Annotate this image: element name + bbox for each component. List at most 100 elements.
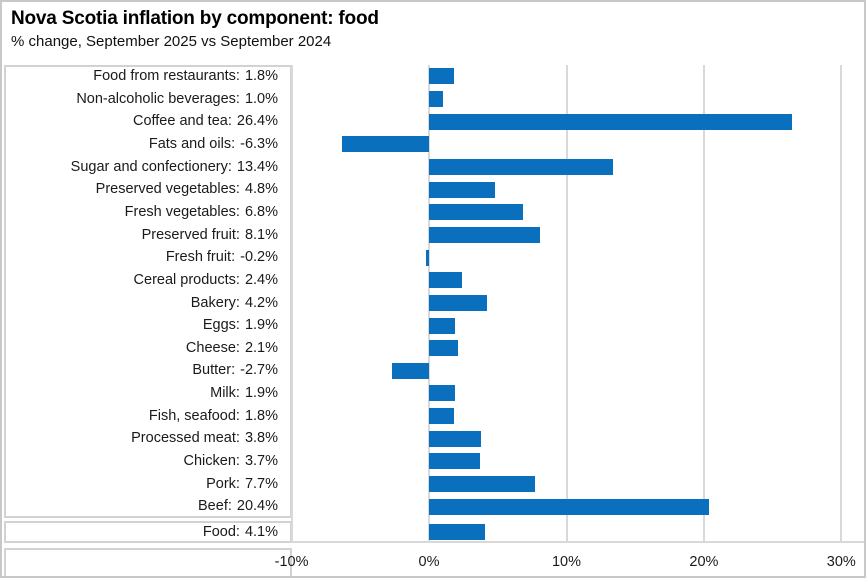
category-value: 3.8% bbox=[244, 430, 278, 447]
category-value: 1.0% bbox=[244, 90, 278, 107]
category-label: Beef: 20.4% bbox=[6, 495, 278, 518]
value-bar bbox=[429, 385, 456, 402]
value-bar bbox=[429, 181, 495, 198]
gridline-30% bbox=[840, 65, 843, 543]
gridline--10% bbox=[290, 65, 293, 543]
category-value: 4.1% bbox=[244, 524, 278, 540]
category-value: -0.2% bbox=[240, 249, 278, 266]
category-label: Cheese: 2.1% bbox=[6, 337, 278, 360]
category-name: Preserved vegetables: bbox=[95, 181, 240, 198]
category-name: Food: bbox=[202, 524, 240, 540]
category-label: Fresh fruit: -0.2% bbox=[6, 246, 278, 269]
category-name: Non-alcoholic beverages: bbox=[76, 90, 240, 107]
category-name: Chicken: bbox=[183, 453, 240, 470]
category-value: 4.2% bbox=[244, 294, 278, 311]
chart-title: Nova Scotia inflation by component: food bbox=[11, 8, 379, 29]
value-bar bbox=[429, 453, 480, 470]
category-value: 2.1% bbox=[244, 339, 278, 356]
category-value: 6.8% bbox=[244, 203, 278, 220]
value-bar bbox=[429, 430, 482, 447]
chart-subtitle: % change, September 2025 vs September 20… bbox=[11, 33, 332, 50]
category-value: 4.8% bbox=[244, 181, 278, 198]
category-name: Butter: bbox=[192, 362, 236, 379]
category-label: Bakery: 4.2% bbox=[6, 292, 278, 315]
category-value: -6.3% bbox=[240, 135, 278, 152]
category-name: Coffee and tea: bbox=[132, 113, 232, 130]
category-name: Cereal products: bbox=[133, 271, 240, 288]
category-value: 1.8% bbox=[244, 407, 278, 424]
value-bar bbox=[429, 204, 523, 221]
value-bar bbox=[429, 226, 541, 243]
category-label: Chicken: 3.7% bbox=[6, 450, 278, 473]
category-value: -2.7% bbox=[240, 362, 278, 379]
category-name: Beef: bbox=[198, 498, 232, 515]
value-bar bbox=[429, 524, 486, 540]
category-value: 3.7% bbox=[244, 453, 278, 470]
value-bar bbox=[429, 408, 454, 425]
value-bar bbox=[429, 294, 487, 311]
category-name: Preserved fruit: bbox=[141, 226, 240, 243]
category-name: Cheese: bbox=[185, 339, 240, 356]
x-tick-label: -10% bbox=[274, 554, 309, 570]
category-label: Sugar and confectionery: 13.4% bbox=[6, 156, 278, 179]
category-value: 13.4% bbox=[236, 158, 278, 175]
value-bar bbox=[342, 136, 429, 153]
value-bar bbox=[426, 249, 429, 266]
value-bar bbox=[429, 340, 458, 357]
x-tick-label: 10% bbox=[551, 554, 582, 570]
category-value: 1.9% bbox=[244, 317, 278, 334]
category-label: Eggs: 1.9% bbox=[6, 314, 278, 337]
x-tick-label: 0% bbox=[418, 554, 440, 570]
category-name: Eggs: bbox=[202, 317, 240, 334]
bottom-left-box bbox=[4, 548, 292, 576]
category-label: Preserved fruit: 8.1% bbox=[6, 224, 278, 247]
value-bar bbox=[429, 272, 462, 289]
category-value: 7.7% bbox=[244, 475, 278, 492]
category-value: 1.9% bbox=[244, 385, 278, 402]
category-label: Butter: -2.7% bbox=[6, 359, 278, 382]
category-name: Fresh fruit: bbox=[165, 249, 236, 266]
dark-left-border bbox=[0, 0, 2, 104]
gridline-20% bbox=[702, 65, 705, 543]
category-label: Processed meat: 3.8% bbox=[6, 427, 278, 450]
category-label: Food: 4.1% bbox=[6, 521, 278, 543]
category-name: Food from restaurants: bbox=[93, 68, 240, 84]
category-label: Milk: 1.9% bbox=[6, 382, 278, 405]
category-label: Fresh vegetables: 6.8% bbox=[6, 201, 278, 224]
category-label: Fats and oils: -6.3% bbox=[6, 133, 278, 156]
value-bar bbox=[391, 362, 429, 379]
category-label: Cereal products: 2.4% bbox=[6, 269, 278, 292]
x-tick-label: 30% bbox=[826, 554, 856, 570]
category-label: Coffee and tea: 26.4% bbox=[6, 110, 278, 133]
category-label: Non-alcoholic beverages: 1.0% bbox=[6, 88, 278, 111]
gridline-10% bbox=[565, 65, 568, 543]
category-name: Milk: bbox=[210, 385, 240, 402]
value-bar bbox=[429, 68, 454, 85]
category-name: Bakery: bbox=[190, 294, 240, 311]
category-name: Sugar and confectionery: bbox=[70, 158, 232, 175]
category-name: Fats and oils: bbox=[148, 135, 236, 152]
category-name: Pork: bbox=[206, 475, 240, 492]
category-value: 20.4% bbox=[236, 498, 278, 515]
dark-top-border bbox=[0, 0, 540, 2]
value-bar bbox=[429, 317, 456, 334]
category-label: Pork: 7.7% bbox=[6, 473, 278, 496]
plot-bottom-axis-line bbox=[292, 541, 864, 543]
category-name: Processed meat: bbox=[131, 430, 240, 447]
value-bar bbox=[429, 498, 710, 515]
value-bar bbox=[429, 91, 443, 107]
category-label: Fish, seafood: 1.8% bbox=[6, 405, 278, 428]
value-bar bbox=[429, 113, 792, 130]
value-bar bbox=[429, 476, 535, 492]
category-name: Fresh vegetables: bbox=[124, 203, 240, 220]
category-label: Preserved vegetables: 4.8% bbox=[6, 178, 278, 201]
category-label: Food from restaurants: 1.8% bbox=[6, 65, 278, 88]
category-value: 2.4% bbox=[244, 271, 278, 288]
value-bar bbox=[429, 158, 614, 175]
category-name: Fish, seafood: bbox=[148, 407, 240, 424]
x-tick-label: 20% bbox=[689, 554, 719, 570]
category-value: 1.8% bbox=[244, 68, 278, 84]
category-value: 26.4% bbox=[236, 113, 278, 130]
category-value: 8.1% bbox=[244, 226, 278, 243]
